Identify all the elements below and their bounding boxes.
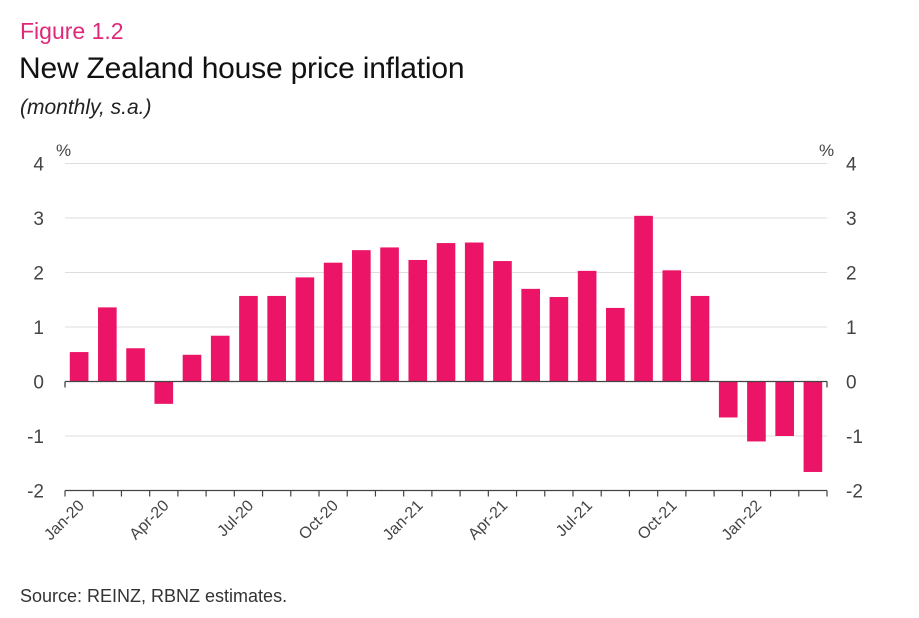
y-tick-label-left: 1 xyxy=(33,318,44,339)
y-tick-label-right: 0 xyxy=(846,373,857,394)
source-note: Source: REINZ, RBNZ estimates. xyxy=(20,586,288,606)
y-tick-label-right: 1 xyxy=(846,318,857,339)
x-tick-label: Apr-20 xyxy=(127,497,173,543)
bar-jan-22 xyxy=(747,381,766,442)
bar-aug-20 xyxy=(267,295,286,382)
y-tick-label-right: -1 xyxy=(846,427,863,448)
y-tick-label-left: -1 xyxy=(27,427,44,448)
bar-jan-21 xyxy=(408,259,428,382)
bar-apr-20 xyxy=(154,381,174,404)
bar-mar-21 xyxy=(464,242,484,382)
bar-may-20 xyxy=(182,354,202,382)
y-tick-label-left: 0 xyxy=(33,373,44,394)
y-tick-label-right: -2 xyxy=(846,482,863,503)
bar-sep-21 xyxy=(634,215,653,382)
chart-subtitle: (monthly, s.a.) xyxy=(20,96,152,119)
y-axis-unit-left: % xyxy=(56,141,71,160)
bar-oct-20 xyxy=(323,262,343,382)
x-tick-label: Jul-20 xyxy=(214,497,257,540)
bar-jul-21 xyxy=(577,270,597,382)
x-tick-label: Jan-20 xyxy=(41,497,88,544)
y-tick-label-left: 3 xyxy=(33,209,44,230)
y-tick-label-left: -2 xyxy=(27,482,44,503)
bar-jun-21 xyxy=(549,297,569,382)
figure-label: Figure 1.2 xyxy=(20,18,124,44)
y-tick-label-left: 4 xyxy=(33,155,44,176)
bar-feb-21 xyxy=(436,243,456,382)
bar-nov-21 xyxy=(690,295,710,382)
x-tick-label: Jan-22 xyxy=(719,497,766,544)
bar-mar-20 xyxy=(126,348,145,382)
bar-feb-22 xyxy=(775,381,794,436)
bar-sep-20 xyxy=(295,277,315,382)
y-tick-label-right: 3 xyxy=(846,209,857,230)
y-tick-label-left: 2 xyxy=(33,264,44,285)
x-tick-label: Apr-21 xyxy=(465,497,511,543)
x-tick-label: Jul-21 xyxy=(553,497,596,540)
bar-may-21 xyxy=(521,288,540,382)
axes xyxy=(64,380,828,497)
x-tick-label: Jan-21 xyxy=(380,497,427,544)
x-tick-label: Oct-20 xyxy=(296,497,342,543)
bar-apr-21 xyxy=(493,261,512,382)
bar-jan-20 xyxy=(69,352,89,382)
y-tick-label-right: 2 xyxy=(846,264,857,285)
bar-dec-21 xyxy=(718,381,738,418)
chart-title: New Zealand house price inflation xyxy=(19,52,465,85)
bar-oct-21 xyxy=(662,270,682,382)
y-axis-unit-right: % xyxy=(819,141,834,160)
bar-dec-20 xyxy=(380,247,399,382)
bar-jul-20 xyxy=(239,295,258,382)
bar-feb-20 xyxy=(98,307,117,382)
bars xyxy=(69,215,823,472)
y-tick-label-right: 4 xyxy=(846,155,857,176)
x-tick-label: Oct-21 xyxy=(635,497,681,543)
bar-aug-21 xyxy=(606,307,625,382)
bar-jun-20 xyxy=(210,335,230,382)
bar-mar-22 xyxy=(803,381,823,472)
bar-nov-20 xyxy=(352,250,371,382)
